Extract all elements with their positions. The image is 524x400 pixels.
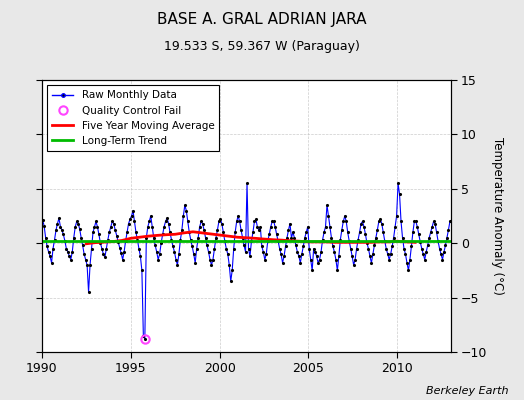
Text: Berkeley Earth: Berkeley Earth — [426, 386, 508, 396]
Text: 19.533 S, 59.367 W (Paraguay): 19.533 S, 59.367 W (Paraguay) — [164, 40, 360, 53]
Text: BASE A. GRAL ADRIAN JARA: BASE A. GRAL ADRIAN JARA — [157, 12, 367, 27]
Y-axis label: Temperature Anomaly (°C): Temperature Anomaly (°C) — [491, 137, 504, 295]
Legend: Raw Monthly Data, Quality Control Fail, Five Year Moving Average, Long-Term Tren: Raw Monthly Data, Quality Control Fail, … — [47, 85, 220, 151]
